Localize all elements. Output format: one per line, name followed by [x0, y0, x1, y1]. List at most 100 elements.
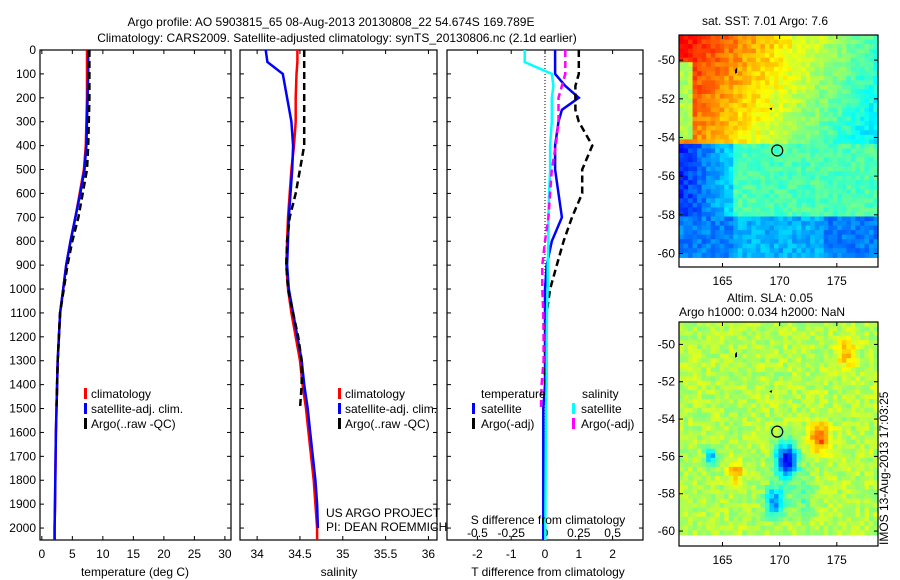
map-cell: [814, 116, 820, 122]
map-cell: [724, 340, 730, 346]
map-cell: [864, 48, 870, 54]
map-cell: [778, 230, 784, 236]
map-cell: [787, 112, 793, 118]
map-cell: [873, 143, 879, 150]
map-cell: [796, 521, 802, 527]
map-cell: [832, 75, 838, 81]
map-cell: [692, 444, 698, 450]
map-cell: [724, 116, 730, 122]
map-cell: [873, 435, 879, 441]
map-cell: [783, 485, 789, 491]
map-cell: [701, 322, 707, 328]
map-cell: [832, 462, 838, 468]
map-cell: [801, 462, 807, 468]
map-cell: [746, 494, 752, 500]
map-cell: [864, 331, 870, 337]
map-cell: [773, 193, 780, 199]
map-cell: [787, 175, 793, 181]
map-cell: [778, 252, 784, 258]
map-cell: [846, 349, 852, 355]
map-cell: [846, 107, 852, 113]
map-cell: [728, 53, 734, 59]
map-cell: [846, 480, 852, 486]
map-cell: [814, 408, 820, 414]
map-cell: [778, 184, 784, 190]
map-cell: [751, 471, 757, 477]
map-cell: [832, 322, 838, 328]
map-cell: [733, 376, 739, 382]
map-cell: [728, 326, 734, 332]
y-tick-label: 1200: [9, 330, 36, 344]
map-cell: [724, 439, 730, 445]
map-cell: [710, 466, 716, 473]
map-cell: [728, 421, 734, 427]
legend-label: satellite: [481, 402, 522, 416]
map-cell: [868, 326, 875, 332]
map-cell: [760, 62, 766, 68]
map-cell: [719, 385, 725, 391]
map-cell: [679, 462, 685, 468]
map-cell: [688, 189, 694, 195]
map-cell: [823, 475, 829, 482]
map-cell: [764, 507, 771, 513]
map-cell: [846, 121, 852, 127]
map-cell: [859, 448, 866, 454]
map-cell: [873, 98, 879, 104]
map-cell: [873, 148, 879, 154]
map-cell: [683, 243, 689, 249]
map-cell: [728, 198, 734, 204]
map-cell: [764, 221, 771, 227]
map-cell: [832, 380, 838, 386]
map-cell: [737, 380, 743, 386]
map-cell: [755, 121, 762, 127]
map-cell: [819, 326, 825, 332]
map-cell: [823, 471, 829, 477]
map-cell: [746, 340, 752, 346]
map-cell: [783, 216, 789, 222]
map-cell: [873, 498, 879, 504]
map-cell: [868, 353, 875, 359]
map-cell: [706, 448, 712, 454]
map-cell: [679, 175, 685, 181]
map-cell: [783, 344, 789, 350]
map-cell: [810, 66, 816, 72]
map-cell: [846, 380, 852, 386]
map-cell: [697, 211, 703, 218]
map-cell: [805, 494, 811, 500]
map-cell: [764, 66, 771, 72]
map-cell: [810, 498, 816, 504]
map-cell: [850, 403, 856, 409]
map-cell: [783, 516, 789, 522]
map-cell: [841, 221, 847, 227]
map-cell: [810, 35, 816, 41]
map-cell: [755, 180, 762, 186]
map-cell: [814, 243, 820, 249]
map-cell: [783, 53, 789, 59]
map-cell: [873, 75, 879, 81]
map-cell: [710, 180, 716, 186]
map-cell: [850, 326, 856, 332]
map-cell: [737, 230, 743, 236]
map-cell: [846, 171, 852, 177]
map-cell: [710, 435, 716, 441]
map-cell: [760, 57, 766, 63]
map-cell: [706, 148, 712, 154]
map-cell: [719, 439, 725, 445]
map-cell: [864, 349, 870, 355]
map-cell: [773, 403, 780, 409]
map-cell: [837, 448, 843, 454]
map-cell: [742, 412, 748, 418]
map-cell: [692, 157, 698, 163]
map-cell: [819, 453, 825, 459]
map-cell: [814, 184, 820, 190]
map-cell: [859, 462, 866, 468]
map-cell: [828, 494, 834, 500]
map-cell: [841, 80, 847, 86]
map-cell: [828, 152, 834, 159]
map-cell: [846, 462, 852, 468]
map-cell: [868, 340, 875, 346]
map-cell: [751, 385, 757, 391]
map-cell: [679, 516, 685, 522]
map-cell: [692, 84, 698, 91]
map-cell: [683, 453, 689, 459]
